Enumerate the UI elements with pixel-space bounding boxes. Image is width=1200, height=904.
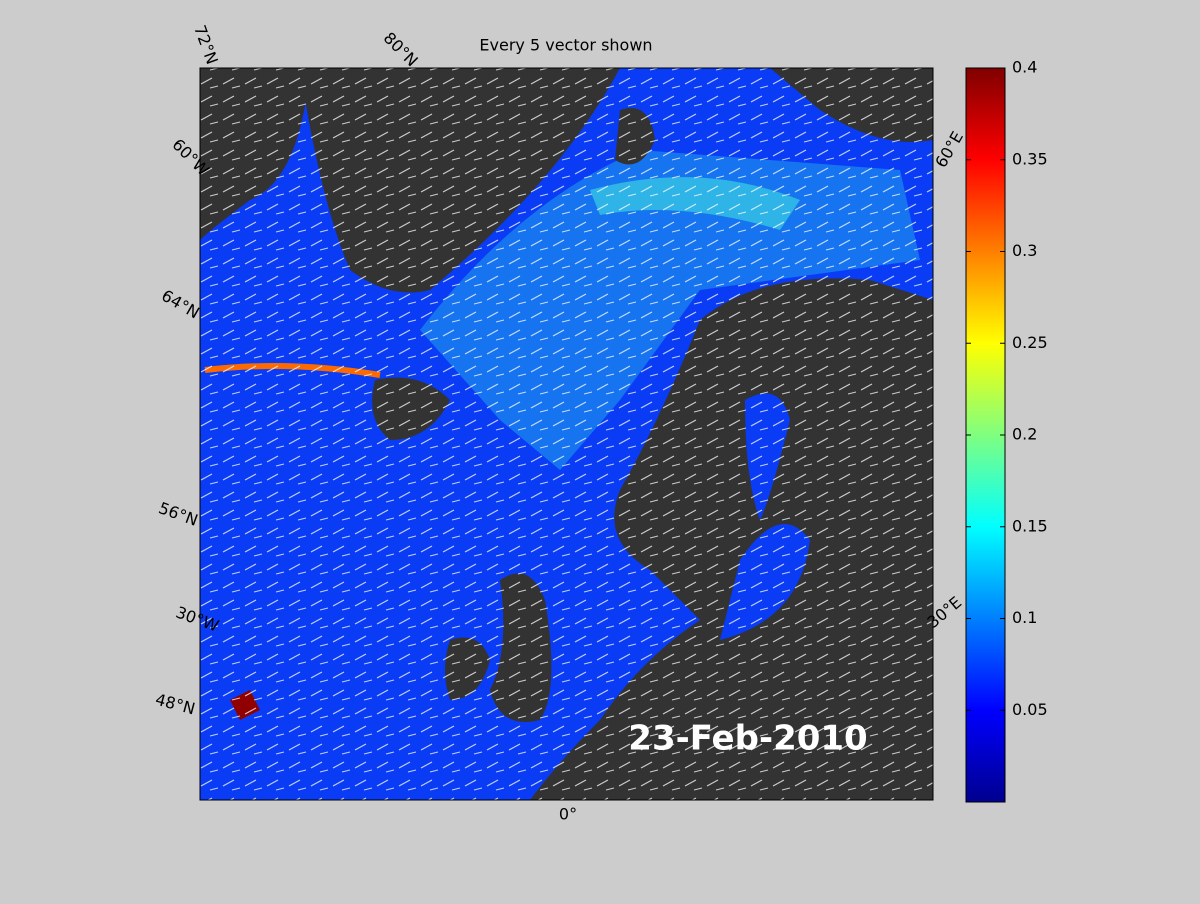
colorbar-tick-label: 0.3 xyxy=(1012,241,1037,260)
title: Every 5 vector shown xyxy=(479,36,652,55)
map-frame xyxy=(199,67,934,801)
colorbar-tick-label: 0.1 xyxy=(1012,608,1037,627)
map xyxy=(200,68,933,800)
colorbar xyxy=(965,67,1006,803)
colorbar-tick-label: 0.4 xyxy=(1012,58,1037,77)
graticule-label: 72°N xyxy=(190,22,222,66)
colorbar-tick-label: 0.2 xyxy=(1012,425,1037,444)
colorbar-tick-label: 0.35 xyxy=(1012,149,1048,168)
colorbar-tick-label: 0.05 xyxy=(1012,700,1048,719)
graticule-label: 0° xyxy=(559,805,577,824)
colorbar-tick-label: 0.15 xyxy=(1012,516,1048,535)
graticule-label: 56°N xyxy=(156,498,200,530)
graticule-label: 60°E xyxy=(931,128,967,171)
graticule-label: 64°N xyxy=(158,286,202,323)
date-label: 23-Feb-2010 xyxy=(628,719,867,759)
graticule-label: 80°N xyxy=(380,28,422,70)
graticule-label: 48°N xyxy=(153,690,197,719)
colorbar-tick-label: 0.25 xyxy=(1012,333,1048,352)
